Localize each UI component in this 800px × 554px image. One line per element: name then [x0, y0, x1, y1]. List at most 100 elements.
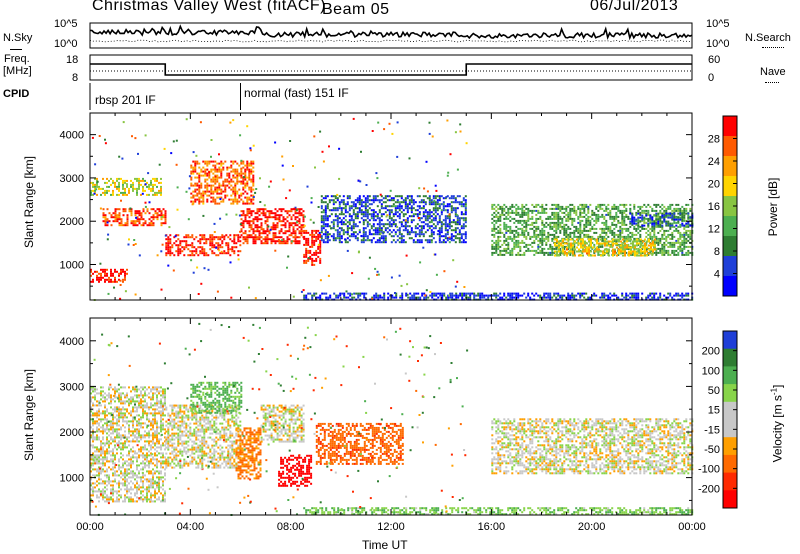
- data-cell: [503, 225, 506, 228]
- data-cell: [438, 239, 441, 242]
- data-cell: [519, 253, 522, 256]
- data-cell: [509, 205, 512, 208]
- data-cell: [665, 224, 668, 227]
- data-cell: [195, 250, 198, 253]
- data-cell: [568, 238, 570, 241]
- data-cell: [644, 238, 646, 241]
- data-cell: [214, 168, 217, 171]
- data-cell: [404, 241, 407, 244]
- data-cell: [452, 229, 455, 232]
- data-cell: [240, 210, 243, 213]
- data-cell: [90, 191, 92, 194]
- data-cell: [358, 195, 361, 198]
- data-cell: [679, 241, 682, 244]
- data-cell: [501, 209, 504, 212]
- data-cell: [191, 254, 194, 257]
- data-cell: [236, 178, 239, 181]
- data-cell: [438, 233, 441, 236]
- data-cell: [298, 214, 301, 217]
- data-cell: [462, 197, 465, 200]
- data-cell: [358, 199, 361, 202]
- data-cell: [400, 207, 403, 210]
- data-cell: [435, 294, 438, 297]
- data-cell: [641, 211, 644, 214]
- data-cell: [560, 244, 562, 247]
- data-cell: [619, 211, 622, 214]
- data-cell: [292, 295, 295, 298]
- data-cell: [615, 217, 618, 220]
- data-cell: [677, 212, 680, 215]
- data-cell: [376, 205, 379, 208]
- data-cell: [339, 294, 342, 297]
- data-cell: [621, 251, 624, 254]
- data-cell: [248, 220, 251, 223]
- data-cell: [250, 236, 253, 239]
- data-cell: [583, 227, 586, 230]
- data-cell: [383, 296, 386, 299]
- data-cell: [252, 202, 255, 205]
- data-cell: [637, 294, 640, 297]
- data-cell: [262, 208, 265, 211]
- data-cell: [497, 217, 500, 220]
- data-cell: [428, 121, 431, 124]
- data-cell: [549, 207, 552, 210]
- data-cell: [556, 254, 558, 257]
- data-cell: [565, 229, 568, 232]
- nsearch-series: [89, 39, 693, 43]
- data-cell: [246, 182, 249, 185]
- data-cell: [136, 216, 139, 219]
- data-cell: [551, 217, 554, 220]
- data-cell: [252, 238, 255, 241]
- data-cell: [454, 215, 457, 218]
- data-cell: [138, 214, 141, 217]
- data-cell: [210, 155, 212, 158]
- data-cell: [252, 174, 255, 177]
- data-cell: [539, 249, 542, 252]
- data-cell: [501, 296, 504, 299]
- data-cell: [208, 160, 211, 163]
- data-cell: [406, 195, 409, 198]
- data-cell: [557, 219, 560, 222]
- data-cell: [525, 213, 528, 216]
- data-cell: [497, 203, 500, 206]
- data-cell: [274, 214, 277, 217]
- data-cell: [663, 241, 666, 244]
- data-cell: [282, 232, 285, 235]
- data-cell: [228, 186, 231, 189]
- data-cell: [515, 245, 518, 248]
- data-cell: [497, 231, 500, 234]
- data-cell: [454, 241, 457, 244]
- data-cell: [601, 245, 604, 248]
- data-cell: [356, 213, 359, 216]
- data-cell: [169, 242, 172, 245]
- data-cell: [364, 235, 367, 238]
- data-cell: [679, 225, 682, 228]
- data-cell: [450, 201, 453, 204]
- data-cell: [615, 294, 618, 297]
- data-cell: [635, 213, 638, 216]
- data-cell: [136, 177, 138, 180]
- data-cell: [281, 155, 284, 158]
- data-cell: [138, 185, 140, 188]
- data-cell: [615, 215, 618, 218]
- data-cell: [593, 243, 596, 246]
- data-cell: [118, 224, 121, 227]
- data-cell: [586, 242, 588, 245]
- data-cell: [587, 215, 590, 218]
- data-cell: [319, 239, 322, 242]
- data-cell: [565, 235, 568, 238]
- data-cell: [136, 187, 138, 190]
- data-cell: [408, 199, 411, 202]
- data-cell: [647, 209, 650, 212]
- data-cell: [412, 239, 415, 242]
- data-cell: [248, 170, 251, 173]
- data-cell: [322, 241, 325, 244]
- data-cell: [407, 296, 410, 299]
- data-cell: [410, 211, 413, 214]
- data-cell: [134, 293, 137, 296]
- data-cell: [404, 221, 407, 224]
- data-cell: [202, 202, 205, 205]
- data-cell: [477, 294, 480, 297]
- data-cell: [661, 221, 664, 224]
- data-cell: [507, 237, 510, 240]
